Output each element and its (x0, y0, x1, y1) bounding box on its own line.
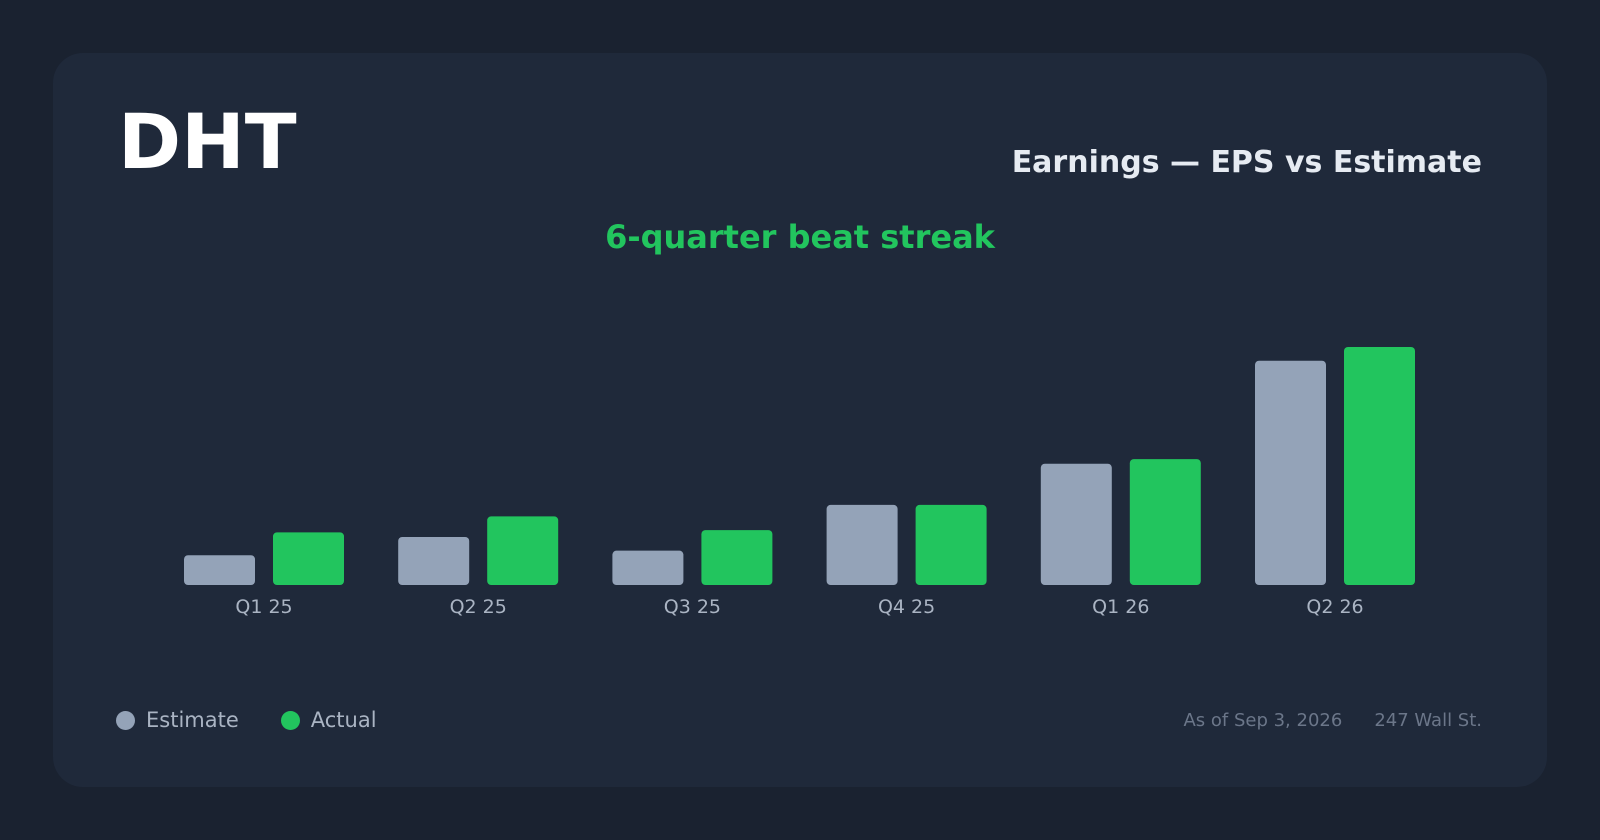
actual-bar (273, 532, 344, 585)
actual-bar (701, 530, 773, 585)
x-tick-label: Q2 26 (1306, 596, 1363, 618)
x-tick-label: Q1 26 (1092, 596, 1149, 618)
estimate-dot-icon (116, 710, 135, 730)
x-tick-label: Q4 25 (878, 596, 935, 618)
x-tick-label: Q2 25 (450, 596, 507, 618)
estimate-bar (398, 536, 470, 585)
as-of-date: As of Sep 3, 2026 (1183, 710, 1343, 731)
ticker-symbol: DHT (118, 97, 297, 186)
actual-bar (915, 504, 987, 585)
legend-label-estimate: Estimate (146, 708, 239, 732)
footer: As of Sep 3, 2026 247 Wall St. (1183, 710, 1482, 731)
legend: Estimate Actual (116, 708, 419, 732)
actual-dot-icon (280, 710, 300, 730)
legend-item-actual: Actual (280, 708, 377, 732)
estimate-bar (826, 504, 898, 585)
streak-label: 6-quarter beat streak (605, 218, 995, 256)
source-label: 247 Wall St. (1374, 710, 1482, 731)
legend-label-actual: Actual (310, 708, 377, 732)
actual-bar (1344, 347, 1415, 585)
estimate-bar (612, 550, 684, 585)
estimate-bar (1255, 360, 1326, 585)
estimate-bar (1040, 463, 1112, 585)
estimate-bar (184, 555, 255, 585)
actual-bar (1129, 459, 1201, 585)
actual-bar (487, 516, 559, 585)
legend-item-estimate: Estimate (116, 708, 239, 732)
x-tick-label: Q3 25 (664, 596, 721, 618)
x-tick-label: Q1 25 (235, 596, 292, 618)
chart-title: Earnings — EPS vs Estimate (1011, 145, 1482, 180)
